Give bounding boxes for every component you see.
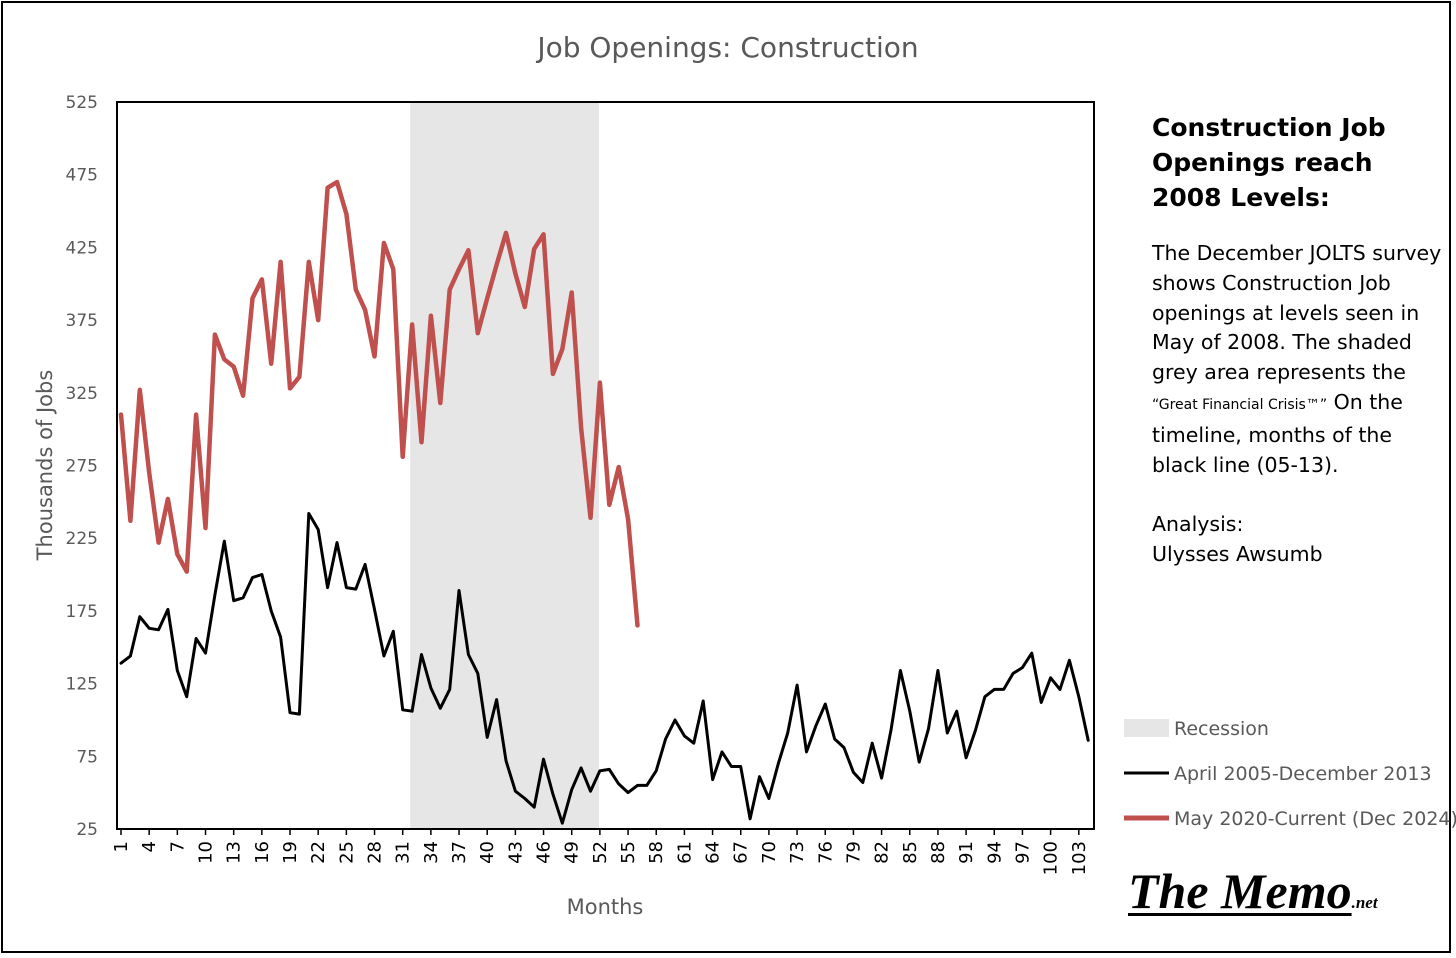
x-tick-label: 7 [167, 841, 188, 852]
x-tick-label: 49 [562, 841, 583, 864]
y-tick-label: 375 [66, 311, 98, 331]
y-tick-label: 325 [66, 384, 98, 404]
legend: Recession April 2005-December 2013 May 202… [1124, 718, 1456, 830]
brand-name: The Memo [1128, 863, 1352, 919]
annotation-text-1: The December JOLTS survey shows Construc… [1152, 241, 1442, 385]
plot-border [116, 101, 1095, 830]
x-tick-label: 76 [815, 841, 836, 864]
x-tick-label: 91 [956, 841, 977, 864]
x-tick-label: 94 [984, 841, 1005, 864]
y-tick-label: 225 [66, 529, 98, 549]
plot-area [118, 102, 1090, 829]
x-tick-label: 73 [787, 841, 808, 864]
x-tick-label: 10 [196, 841, 217, 864]
x-tick-label: 58 [646, 841, 667, 864]
y-tick-label: 525 [66, 93, 98, 113]
x-tick-label: 70 [759, 841, 780, 864]
x-tick-label: 31 [393, 841, 414, 864]
legend-label: May 2020-Current (Dec 2024) [1174, 808, 1456, 830]
legend-label: April 2005-December 2013 [1174, 763, 1432, 785]
annotation-text-2: On the timeline, months of the black lin… [1152, 389, 1403, 477]
x-tick-label: 64 [703, 841, 724, 864]
y-tick-label: 425 [66, 238, 98, 258]
series-line-black [119, 512, 1090, 825]
annotation-analysis: Analysis: Ulysses Awsumb [1152, 512, 1323, 567]
x-tick-label: 37 [449, 841, 470, 864]
x-tick-label: 55 [618, 841, 639, 864]
x-axis-label: Months [567, 895, 644, 919]
axes: 25 75 125 175 225 275 325 375 425 475 525 1 4 7 10 13 16… [66, 93, 1095, 875]
x-tick-label: 85 [900, 841, 921, 864]
x-tick-label: 61 [674, 841, 695, 864]
y-tick-label: 75 [76, 747, 98, 767]
legend-label: Recession [1174, 718, 1269, 740]
x-tick-label: 43 [505, 841, 526, 864]
x-tick-label: 97 [1012, 841, 1033, 864]
y-tick-label: 475 [66, 166, 98, 186]
x-tick-label: 52 [590, 841, 611, 864]
x-tick-label: 19 [280, 841, 301, 864]
y-tick-label: 175 [66, 602, 98, 622]
annotation-title: Construction Job Openings reach 2008 Lev… [1152, 113, 1386, 212]
x-tick-label: 28 [365, 841, 386, 864]
y-axis-label: Thousands of Jobs [33, 370, 57, 562]
y-tick-label: 275 [66, 457, 98, 477]
annotation-panel: Construction Job Openings reach 2008 Lev… [1152, 110, 1442, 570]
x-tick-label: 40 [477, 841, 498, 864]
brand-logo: The Memo.net [1128, 862, 1378, 920]
y-tick-label: 25 [76, 820, 98, 840]
x-tick-label: 4 [139, 841, 160, 852]
recession-shading [410, 102, 599, 829]
x-tick-label: 25 [336, 841, 357, 864]
x-tick-label: 100 [1041, 841, 1062, 875]
legend-swatch-recession [1124, 719, 1169, 737]
x-tick-label: 88 [928, 841, 949, 864]
series-line-red [118, 179, 640, 628]
x-tick-label: 34 [421, 841, 442, 864]
x-tick-label: 82 [872, 841, 893, 864]
x-tick-label: 46 [534, 841, 555, 864]
x-tick-label: 67 [731, 841, 752, 864]
x-tick-label: 1 [111, 841, 132, 852]
x-tick-label: 16 [252, 841, 273, 864]
x-tick-label: 13 [224, 841, 245, 864]
annotation-text-small: “Great Financial Crisis™” [1152, 396, 1328, 413]
y-tick-label: 125 [66, 675, 98, 695]
x-tick-label: 79 [843, 841, 864, 864]
x-tick-label: 103 [1069, 841, 1090, 875]
annotation-body: The December JOLTS survey shows Construc… [1152, 239, 1442, 480]
x-tick-label: 22 [308, 841, 329, 864]
brand-suffix: .net [1351, 893, 1378, 912]
chart-title: Job Openings: Construction [535, 31, 918, 64]
